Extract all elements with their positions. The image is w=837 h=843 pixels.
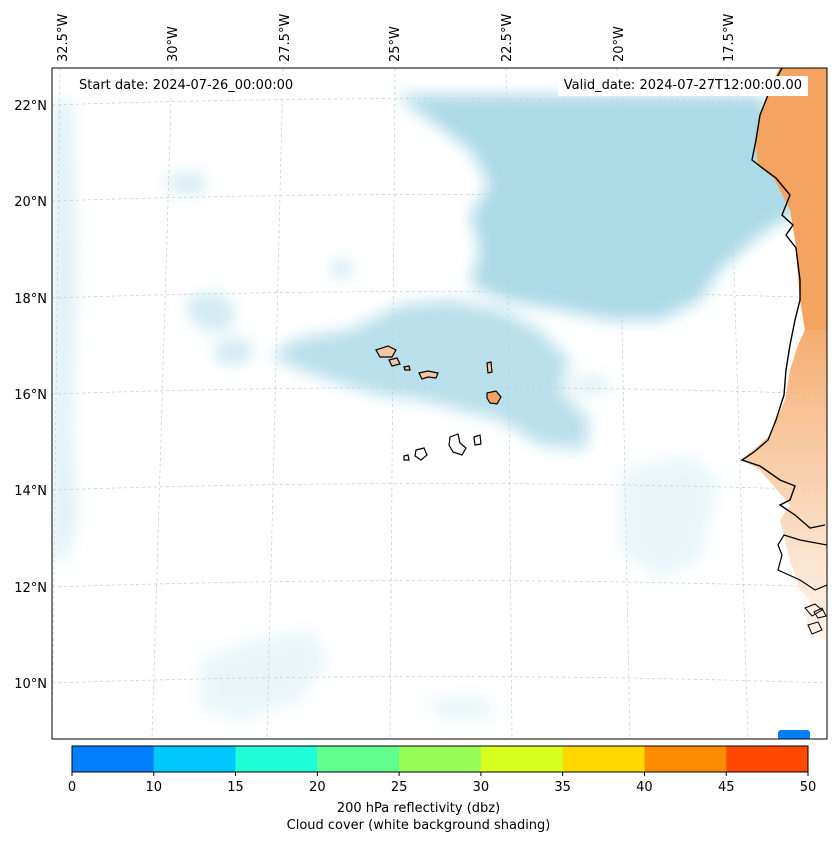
lat-label: 16°N <box>14 388 47 403</box>
parallel-12n <box>52 580 827 588</box>
colorbar-segment <box>399 746 482 772</box>
lat-label: 14°N <box>14 484 47 499</box>
island-santa-luzia <box>403 365 411 371</box>
island-boa-vista <box>486 390 502 405</box>
lon-label: 27.5°W <box>278 14 293 62</box>
lon-label: 30°W <box>166 26 181 62</box>
colorbar-border <box>71 745 809 773</box>
colorbar-tick-label: 35 <box>554 780 571 795</box>
lat-label: 22°N <box>14 99 47 114</box>
colorbar-tick-label: 15 <box>227 780 244 795</box>
colorbar-tick-label: 0 <box>68 780 76 795</box>
colorbar-segment <box>644 746 727 772</box>
island-sao-nicolau <box>418 370 439 380</box>
mauritania-land <box>755 68 827 330</box>
coastline-guinea-bissau <box>777 534 827 591</box>
colorbar-tick-label: 25 <box>391 780 408 795</box>
lon-label: 17.5°W <box>722 14 737 62</box>
island-santo-antao <box>375 345 397 358</box>
colorbar-tick-label: 45 <box>718 780 735 795</box>
island-maio <box>473 434 482 446</box>
island-brava <box>403 454 410 461</box>
lon-label: 20°W <box>612 26 627 62</box>
cloud-patch-small <box>330 260 352 278</box>
meridian-27-5w <box>266 68 284 739</box>
lon-label: 22.5°W <box>500 14 515 62</box>
parallel-14n <box>52 483 827 491</box>
cloud-patch-right-stripe <box>565 375 615 395</box>
parallel-20n <box>52 194 827 202</box>
lon-label: 25°W <box>388 26 403 62</box>
cloud-patch-capeverde-west <box>215 338 255 365</box>
colorbar-segment <box>72 746 155 772</box>
lon-label: 32.5°W <box>56 14 71 62</box>
cape-verde-islands <box>375 345 502 461</box>
colorbar-segment <box>235 746 318 772</box>
colorbar-tick-label: 30 <box>473 780 490 795</box>
colorbar-segment <box>480 746 564 772</box>
colorbar-tick-label: 10 <box>146 780 163 795</box>
latitude-labels: 22°N 20°N 18°N 16°N 14°N 12°N 10°N <box>14 99 47 692</box>
colorbar-segment <box>153 746 237 772</box>
land-africa-coast <box>740 68 827 640</box>
colorbar-segment <box>726 746 809 772</box>
cloud-mass-north <box>395 95 800 320</box>
meridian-32-5w <box>52 68 61 739</box>
coastline <box>740 68 826 529</box>
graticule <box>52 68 827 739</box>
colorbar-tick-label: 50 <box>800 780 817 795</box>
colorbar-tick-label: 40 <box>636 780 653 795</box>
map-frame <box>51 67 828 740</box>
island-sao-vicente <box>388 357 401 367</box>
island-sal <box>486 361 493 374</box>
island-santiago <box>448 433 467 456</box>
islands-bijagos <box>804 603 827 635</box>
valid-date-label: Valid_date: 2024-07-27T12:00:00.00 <box>557 76 808 96</box>
colorbar: 0 10 15 20 25 30 35 40 45 50 <box>68 745 817 795</box>
cloud-cover-shading <box>52 95 800 722</box>
meridian-25w <box>389 68 396 739</box>
lat-label: 20°N <box>14 195 47 210</box>
senegal-land <box>742 330 827 640</box>
parallel-16n <box>52 387 827 395</box>
colorbar-segment <box>562 746 645 772</box>
parallel-10n <box>52 676 827 684</box>
meridian-22-5w <box>505 68 513 739</box>
parallel-18n <box>52 291 827 299</box>
cloud-patch-east-south <box>620 455 720 580</box>
cloud-patch-north-west <box>160 172 210 195</box>
colorbar-sublabel: Cloud cover (white background shading) <box>286 818 551 833</box>
reflectivity-blob <box>778 730 810 739</box>
start-date-label: Start date: 2024-07-26_00:00:00 <box>73 76 300 96</box>
cloud-patch-south <box>200 630 330 720</box>
cloud-patch-south-center <box>420 695 500 722</box>
lat-label: 10°N <box>14 677 47 692</box>
parallel-22n <box>52 98 827 106</box>
cloud-patch-west <box>185 292 235 332</box>
colorbar-label: 200 hPa reflectivity (dbz) <box>336 801 501 816</box>
lat-label: 18°N <box>14 292 47 307</box>
meridian-20w <box>616 68 631 739</box>
colorbar-segment <box>317 746 400 772</box>
lat-label: 12°N <box>14 581 47 596</box>
colorbar-tick-label: 20 <box>309 780 326 795</box>
meridian-30w <box>151 68 173 739</box>
island-fogo <box>414 447 428 461</box>
cloud-strip-west-edge <box>52 100 78 560</box>
meridian-17-5w <box>727 68 749 739</box>
longitude-labels: 32.5°W 30°W 27.5°W 25°W 22.5°W 20°W 17.5… <box>56 14 737 62</box>
